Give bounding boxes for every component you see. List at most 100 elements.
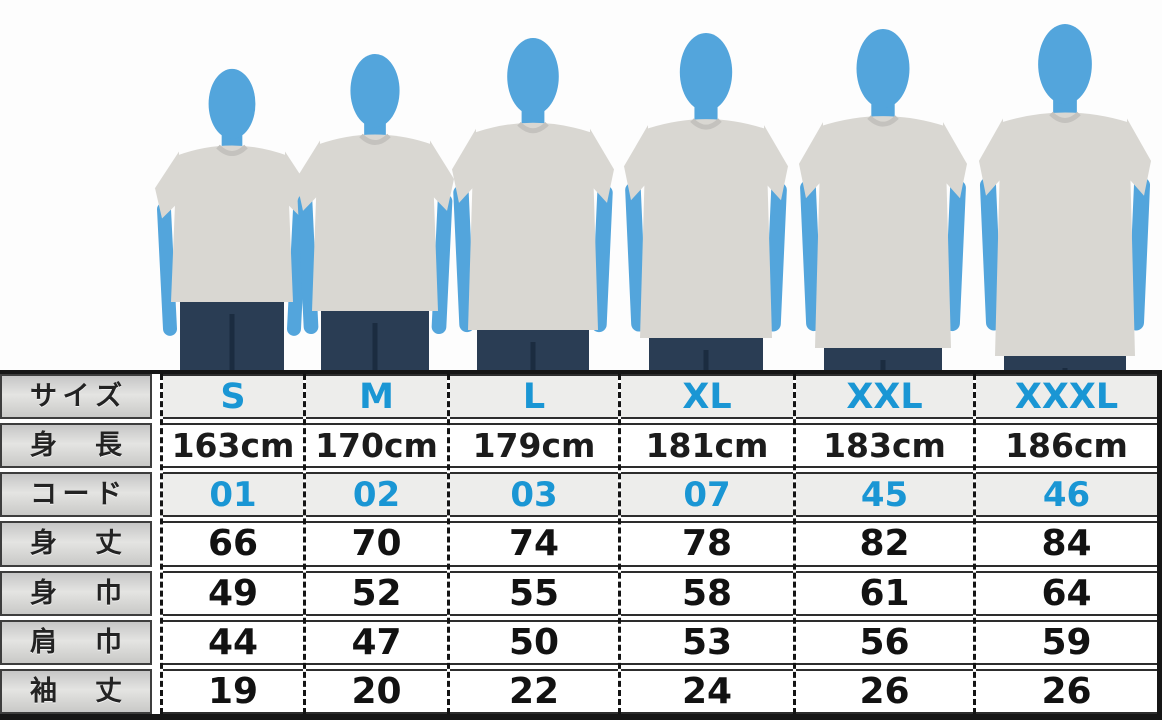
figure-arm-left xyxy=(625,182,647,332)
cell-l-height: 179cm xyxy=(450,423,618,469)
figure-collar xyxy=(867,115,899,127)
cell-l-sleeve_length: 22 xyxy=(450,668,618,714)
figure-silhouette xyxy=(296,53,454,372)
figure-sleeve-right xyxy=(943,122,967,199)
size-column-m: M 170cm 02 70 52 47 20 xyxy=(303,374,447,714)
figure-arm-left xyxy=(297,193,319,335)
figure-head xyxy=(208,68,256,139)
row-label-shoulder_width: 肩巾 xyxy=(0,619,152,665)
figure-shirt xyxy=(312,134,438,311)
figure-collar xyxy=(359,133,391,146)
row-label-code: コード xyxy=(0,472,152,518)
figure-shirt xyxy=(171,145,293,302)
cell-xxxl-body_width: 64 xyxy=(976,570,1157,616)
cell-s-height: 163cm xyxy=(163,423,303,469)
figure-arm-left xyxy=(157,202,177,336)
figure-sleeve-left xyxy=(452,128,476,203)
cell-s-body_length: 66 xyxy=(163,521,303,567)
figure-arm-left xyxy=(979,177,1003,331)
figure-collar xyxy=(517,121,549,134)
figure-shirt xyxy=(815,116,951,348)
size-chart-table: サイズ身長コード身丈身巾肩巾袖丈 S 163cm 01 66 49 44 19 M 170cm 0… xyxy=(0,370,1162,720)
cell-m-sleeve_length: 20 xyxy=(306,668,447,714)
cell-l-shoulder_width: 50 xyxy=(450,619,618,665)
figure-silhouette xyxy=(624,33,788,372)
cell-m-shoulder_width: 47 xyxy=(306,619,447,665)
figure-arm-right xyxy=(944,180,966,332)
figure-jeans xyxy=(1004,356,1126,372)
figure-collar xyxy=(216,144,248,157)
size-column-l: L 179cm 03 74 55 50 22 xyxy=(447,374,618,714)
cell-xl-height: 181cm xyxy=(621,423,793,469)
cell-l-body_width: 55 xyxy=(450,570,618,616)
figure-head xyxy=(507,38,559,116)
size-column-xxxl: XXXL 186cm 46 84 64 59 26 xyxy=(973,374,1157,714)
cell-m-body_length: 70 xyxy=(306,521,447,567)
row-label-body_length: 身丈 xyxy=(0,521,152,567)
row-label-body_width: 身巾 xyxy=(0,570,152,616)
label-gap-column xyxy=(152,374,160,714)
model-figure-s xyxy=(145,68,319,376)
cell-xxl-size: XXL xyxy=(796,374,973,420)
figure-sleeve-left xyxy=(979,118,1003,196)
figure-arm-left xyxy=(800,180,822,332)
cell-l-size: L xyxy=(450,374,618,420)
size-column-xxl: XXL 183cm 45 82 61 56 26 xyxy=(793,374,973,714)
cell-xxxl-body_length: 84 xyxy=(976,521,1157,567)
cell-xxl-body_length: 82 xyxy=(796,521,973,567)
cell-xl-size: XL xyxy=(621,374,793,420)
figure-arm-right xyxy=(765,182,787,332)
figure-silhouette xyxy=(155,68,309,372)
cell-xl-sleeve_length: 24 xyxy=(621,668,793,714)
figure-sleeve-right xyxy=(764,125,788,201)
figure-collar xyxy=(690,118,722,130)
figure-head xyxy=(350,53,400,128)
figure-sleeve-right xyxy=(430,140,454,211)
figure-head xyxy=(1038,24,1092,105)
cell-xl-shoulder_width: 53 xyxy=(621,619,793,665)
row-label-column: サイズ身長コード身丈身巾肩巾袖丈 xyxy=(0,374,152,714)
cell-xxl-code: 45 xyxy=(796,472,973,518)
cell-l-body_length: 74 xyxy=(450,521,618,567)
row-label-sleeve_length: 袖丈 xyxy=(0,668,152,714)
figure-arm-left xyxy=(453,185,475,333)
cell-xxl-height: 183cm xyxy=(796,423,973,469)
row-label-size: サイズ xyxy=(0,374,152,420)
model-figure-xxxl xyxy=(969,23,1161,376)
cell-xxl-body_width: 61 xyxy=(796,570,973,616)
cell-xl-body_length: 78 xyxy=(621,521,793,567)
size-column-s: S 163cm 01 66 49 44 19 xyxy=(160,374,303,714)
cell-xxl-shoulder_width: 56 xyxy=(796,619,973,665)
model-figure-xxl xyxy=(789,28,977,376)
figure-sleeve-left xyxy=(155,151,179,219)
figure-head xyxy=(856,29,910,109)
figure-sleeve-left xyxy=(624,125,648,201)
row-label-height: 身長 xyxy=(0,423,152,469)
figure-arm-right xyxy=(1127,177,1151,331)
cell-xxxl-size: XXXL xyxy=(976,374,1157,420)
cell-xxxl-sleeve_length: 26 xyxy=(976,668,1157,714)
figure-sleeve-left xyxy=(799,122,823,199)
cell-xxl-sleeve_length: 26 xyxy=(796,668,973,714)
figure-shirt xyxy=(468,122,598,331)
figure-sleeve-right xyxy=(1127,118,1151,196)
model-figure-xl xyxy=(614,32,798,376)
cell-s-sleeve_length: 19 xyxy=(163,668,303,714)
cell-s-body_width: 49 xyxy=(163,570,303,616)
cell-m-height: 170cm xyxy=(306,423,447,469)
cell-s-shoulder_width: 44 xyxy=(163,619,303,665)
figure-shirt xyxy=(995,112,1135,356)
cell-l-code: 03 xyxy=(450,472,618,518)
model-figure-m xyxy=(286,53,464,376)
cell-m-code: 02 xyxy=(306,472,447,518)
figure-sleeve-left xyxy=(296,140,320,211)
figure-head xyxy=(679,33,733,112)
model-figures-row xyxy=(155,24,1151,372)
model-figure-l xyxy=(442,37,624,376)
cell-xxxl-height: 186cm xyxy=(976,423,1157,469)
cell-s-size: S xyxy=(163,374,303,420)
cell-xxxl-code: 46 xyxy=(976,472,1157,518)
cell-m-body_width: 52 xyxy=(306,570,447,616)
figure-shirt xyxy=(640,119,772,338)
cell-xl-code: 07 xyxy=(621,472,793,518)
